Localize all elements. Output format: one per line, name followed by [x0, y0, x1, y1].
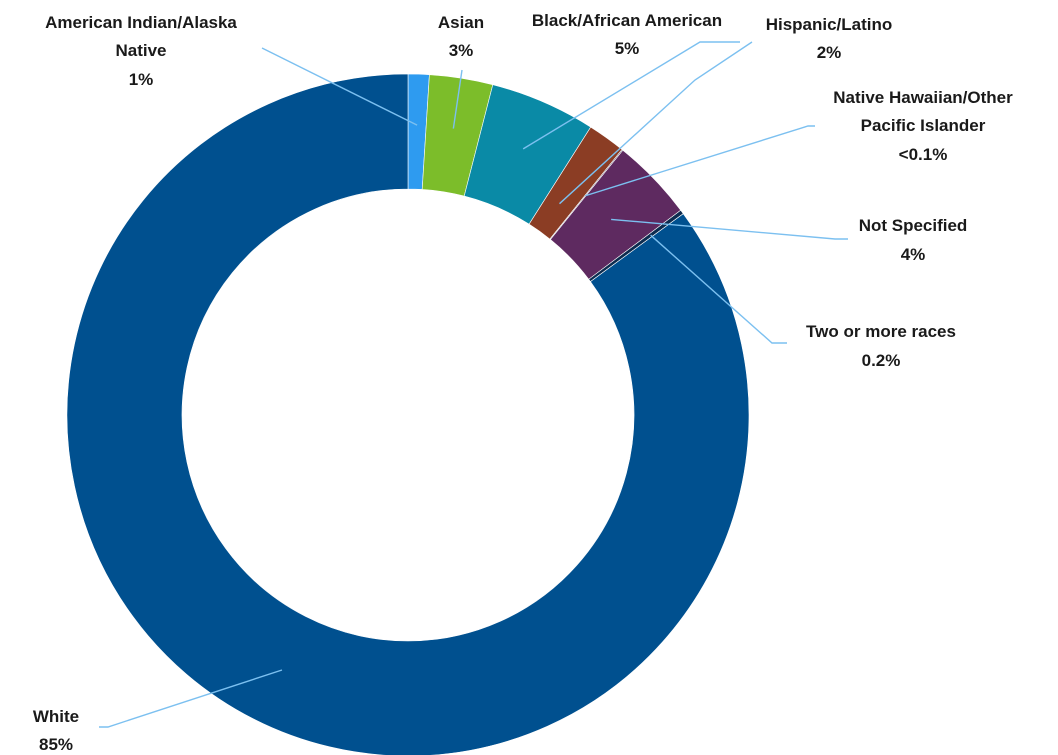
leader-lines [99, 41, 848, 728]
slice-white [66, 73, 750, 755]
label-white-value: 85% [39, 735, 73, 754]
label-hawaiian-name-2: Pacific Islander [861, 116, 986, 135]
label-two-or-more-value: 0.2% [862, 351, 901, 370]
label-american-indian-name-2: Native [115, 41, 166, 60]
leader-hispanic-latino [559, 41, 753, 205]
label-asian-name: Asian [438, 13, 484, 32]
label-american-indian-name-1: American Indian/Alaska [45, 13, 237, 32]
label-hispanic-value: 2% [817, 43, 842, 62]
leader-not-specified [611, 218, 848, 240]
label-hawaiian-name-1: Native Hawaiian/Other [833, 88, 1013, 107]
label-american-indian-value: 1% [129, 70, 154, 89]
label-two-or-more-name: Two or more races [806, 322, 956, 341]
label-asian-value: 3% [449, 41, 474, 60]
donut-slices [66, 73, 750, 755]
label-not-specified-value: 4% [901, 245, 926, 264]
label-hispanic-name: Hispanic/Latino [766, 15, 893, 34]
label-white-name: White [33, 707, 79, 726]
leader-black-african-american [522, 41, 740, 150]
leader-american-indian-alaska-native [261, 47, 418, 126]
label-hawaiian-value: <0.1% [899, 145, 948, 164]
leader-native-hawaiian-other-pacific-islander [585, 125, 815, 197]
leader-white [99, 669, 283, 728]
leader-asian [452, 69, 463, 129]
label-black-name: Black/African American [532, 11, 722, 30]
leader-two-or-more-races [650, 234, 787, 344]
label-not-specified-name: Not Specified [859, 216, 968, 235]
label-black-value: 5% [615, 39, 640, 58]
